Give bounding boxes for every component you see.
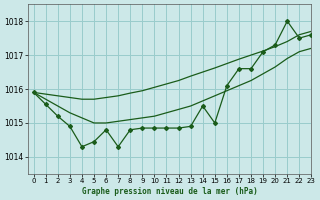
X-axis label: Graphe pression niveau de la mer (hPa): Graphe pression niveau de la mer (hPa)	[82, 187, 257, 196]
